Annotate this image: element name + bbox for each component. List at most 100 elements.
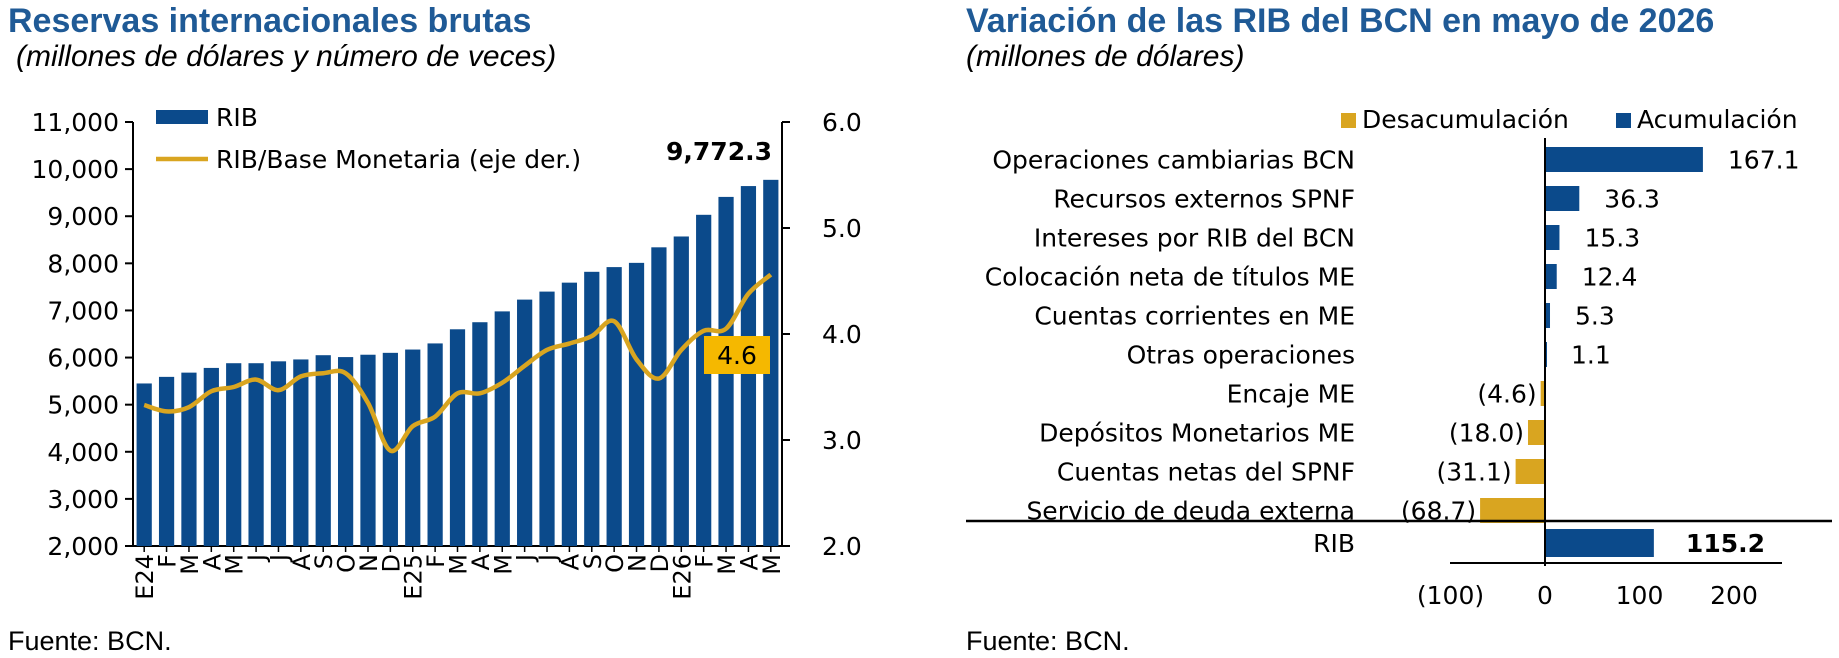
category-label: Operaciones cambiarias BCN <box>992 146 1355 175</box>
rib-bar <box>270 361 287 546</box>
left-y-tick-label: 4,000 <box>47 438 119 467</box>
rib-bar <box>427 343 443 546</box>
legend-desacumulacion-label: Desacumulación <box>1362 105 1569 134</box>
value-label: 5.3 <box>1575 302 1615 331</box>
x-tick-label: A <box>735 553 763 570</box>
rib-bar <box>539 291 555 546</box>
legend-rib-swatch <box>156 110 208 124</box>
desacumulacion-bar <box>1515 459 1545 484</box>
x-tick-label: M <box>758 554 786 575</box>
category-label: Cuentas netas del SPNF <box>1057 458 1355 487</box>
category-label: Encaje ME <box>1227 380 1355 409</box>
x-tick-label: J <box>512 554 540 563</box>
value-label: 36.3 <box>1604 185 1660 214</box>
left-y-tick-label: 10,000 <box>32 155 119 184</box>
ratio-label-box <box>704 336 770 374</box>
ratio-line <box>143 272 773 454</box>
x-tick-label: S <box>579 554 607 569</box>
rib-bar <box>226 363 242 546</box>
rib-bar <box>136 383 152 546</box>
last-value-label: 9,772.3 <box>666 137 772 166</box>
x-tick-label: N <box>355 554 383 572</box>
value-label: 1.1 <box>1571 341 1611 370</box>
right-chart-title: Variación de las RIB del BCN en mayo de … <box>966 2 1715 40</box>
left-y-tick-label: 5,000 <box>47 391 119 420</box>
rib-bar <box>405 349 421 546</box>
x-tick-label: 200 <box>1710 581 1758 610</box>
x-tick-label: J <box>265 554 293 563</box>
total-category-label: RIB <box>1313 529 1355 558</box>
value-label: 167.1 <box>1728 146 1800 175</box>
x-tick-label: M <box>489 554 517 575</box>
x-tick-label: F <box>691 554 719 568</box>
rib-bar <box>203 367 219 546</box>
total-bar <box>1545 529 1654 557</box>
rib-bar <box>181 372 197 546</box>
x-tick-label: E26 <box>668 554 696 600</box>
right-y-tick-label: 2.0 <box>822 532 862 561</box>
x-tick-label: O <box>333 554 361 573</box>
rib-bar <box>315 355 331 546</box>
acumulacion-bar <box>1545 225 1560 250</box>
x-tick-label: D <box>646 554 674 572</box>
category-label: Cuentas corrientes en ME <box>1034 302 1355 331</box>
total-value-label: 115.2 <box>1686 529 1765 558</box>
left-chart: 2,000 3,000 4,000 5,000 6,000 7,000 8,000 9,000… <box>32 103 862 600</box>
left-y-tick-label: 3,000 <box>47 485 119 514</box>
rib-bar <box>158 376 175 546</box>
left-y-tick-label: 7,000 <box>47 296 119 325</box>
x-tick-label: A <box>198 553 226 570</box>
desacumulacion-bar <box>1480 498 1545 523</box>
rib-bar <box>651 247 667 546</box>
right-chart: Desacumulación Acumulación Operaciones cam… <box>966 105 1832 610</box>
x-tick-label: J <box>243 554 271 563</box>
value-label: 12.4 <box>1582 263 1638 292</box>
left-y-tick-label: 9,000 <box>47 202 119 231</box>
category-label: Colocación neta de títulos ME <box>985 263 1355 292</box>
x-tick-label: 100 <box>1616 581 1664 610</box>
rib-bar <box>248 363 264 546</box>
x-tick-label: S <box>310 554 338 569</box>
x-tick-label: E24 <box>131 554 159 600</box>
desacumulacion-bar <box>1527 420 1545 445</box>
category-label: Intereses por RIB del BCN <box>1034 224 1355 253</box>
left-y-tick-label: 6,000 <box>47 344 119 373</box>
rib-bar <box>584 271 600 546</box>
x-tick-label: M <box>176 554 204 575</box>
value-label: (4.6) <box>1477 380 1536 409</box>
right-y-tick-label: 3.0 <box>822 426 862 455</box>
x-tick-label: E25 <box>400 554 428 600</box>
rib-bar <box>293 359 309 546</box>
rib-bar <box>472 322 488 546</box>
rib-bar <box>449 329 466 546</box>
legend-acumulacion-swatch <box>1616 113 1631 128</box>
legend-desacumulacion-swatch <box>1341 113 1356 128</box>
rib-bar <box>561 282 578 546</box>
x-tick-label: M <box>445 554 473 575</box>
rib-bar <box>673 236 689 547</box>
x-tick-label: (100) <box>1417 581 1484 610</box>
desacumulacion-bar <box>1540 381 1545 406</box>
x-tick-label: O <box>601 554 629 573</box>
left-chart-title: Reservas internacionales brutas <box>8 2 532 40</box>
right-source: Fuente: BCN. <box>966 626 1130 656</box>
x-tick-label: D <box>377 554 405 572</box>
ratio-label: 4.6 <box>717 341 757 370</box>
x-tick-label: F <box>154 554 182 568</box>
rib-bar <box>360 354 376 546</box>
x-tick-label: M <box>713 554 741 575</box>
rib-bar <box>494 311 510 546</box>
value-label: (18.0) <box>1449 419 1524 448</box>
legend-ratio-label: RIB/Base Monetaria (eje der.) <box>216 145 581 174</box>
right-y-tick-label: 6.0 <box>822 108 862 137</box>
x-tick-label: 0 <box>1537 581 1553 610</box>
right-y-tick-label: 4.0 <box>822 320 862 349</box>
left-source: Fuente: BCN. <box>8 626 172 656</box>
legend-acumulacion-label: Acumulación <box>1637 105 1798 134</box>
category-label: Recursos externos SPNF <box>1053 185 1355 214</box>
rib-bar <box>606 267 622 546</box>
rib-bar <box>628 262 645 546</box>
acumulacion-bar <box>1545 264 1557 289</box>
left-y-tick-label: 8,000 <box>47 249 119 278</box>
